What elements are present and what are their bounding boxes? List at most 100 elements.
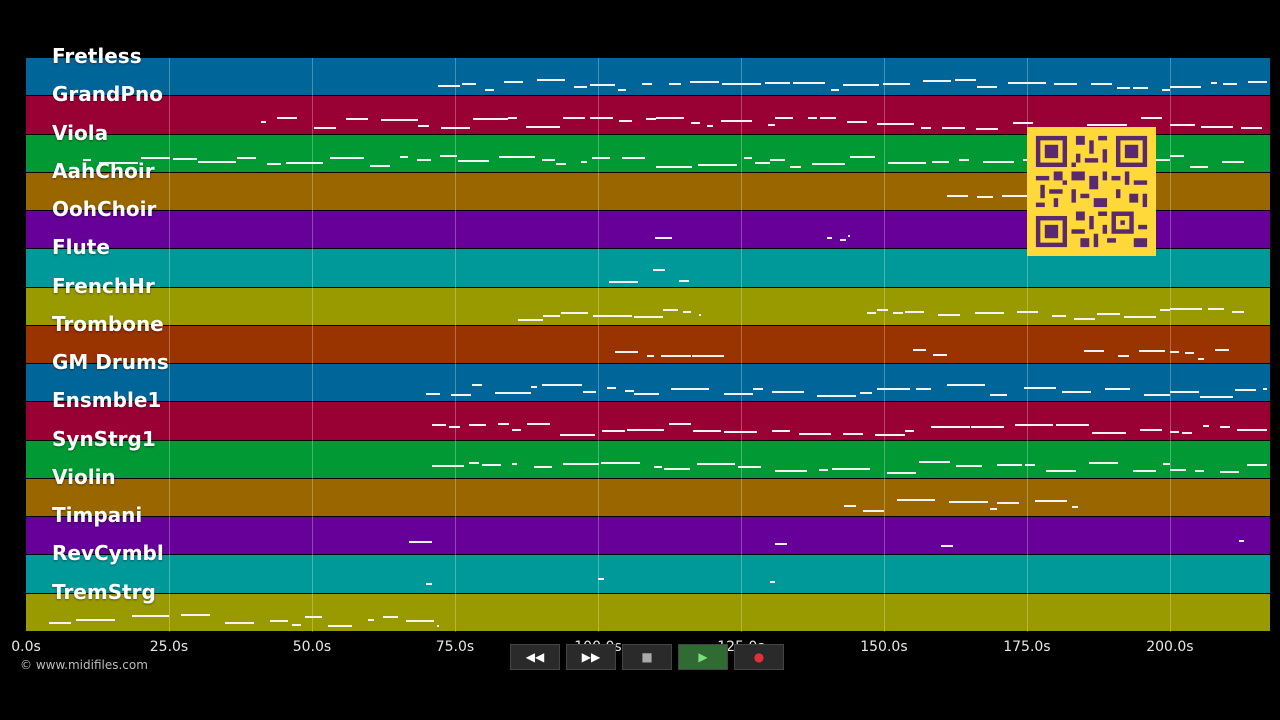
note-mark — [236, 156, 256, 159]
note-mark — [1007, 81, 1047, 84]
note-mark — [1241, 126, 1263, 129]
record-icon: ● — [753, 650, 765, 664]
track-label: SynStrg1 — [52, 426, 156, 451]
note-mark — [990, 508, 997, 511]
note-mark — [916, 387, 931, 390]
track-label: Timpani — [52, 503, 143, 528]
note-mark — [843, 83, 880, 86]
note-mark — [536, 78, 566, 81]
note-mark — [497, 423, 510, 426]
note-mark — [1169, 308, 1202, 311]
note-mark — [983, 160, 1015, 163]
note-mark — [1132, 87, 1148, 90]
note-mark — [1185, 352, 1195, 355]
note-mark — [399, 156, 409, 159]
note-mark — [1201, 125, 1233, 128]
note-mark — [1015, 423, 1053, 426]
note-mark — [941, 545, 953, 548]
note-mark — [932, 161, 950, 164]
record-button[interactable]: ● — [734, 644, 784, 670]
note-mark — [808, 117, 817, 120]
note-mark — [668, 83, 681, 86]
note-mark — [627, 428, 665, 431]
note-mark — [896, 499, 935, 502]
note-mark — [260, 120, 267, 123]
note-mark — [683, 310, 691, 313]
note-mark — [618, 89, 626, 92]
note-mark — [918, 460, 951, 463]
note-mark — [959, 159, 969, 162]
time-tick-label: 25.0s — [149, 639, 189, 655]
note-mark — [769, 580, 776, 583]
note-mark — [1181, 432, 1192, 435]
note-mark — [1097, 312, 1120, 315]
rewind-button[interactable]: ◀◀ — [510, 644, 560, 670]
track-label: Trombone — [52, 311, 164, 336]
note-mark — [1090, 83, 1113, 86]
play-button[interactable]: ▶ — [678, 644, 728, 670]
note-mark — [369, 165, 390, 168]
track-lane — [26, 364, 1270, 402]
note-mark — [615, 351, 638, 354]
note-mark — [1053, 83, 1077, 86]
copyright-text: © www.midifiles.com — [20, 658, 148, 672]
note-mark — [946, 194, 969, 197]
note-mark — [876, 388, 910, 391]
note-mark — [817, 394, 857, 397]
note-mark — [1087, 123, 1127, 126]
note-mark — [875, 434, 905, 437]
note-mark — [1234, 389, 1257, 392]
note-mark — [954, 79, 976, 82]
note-mark — [1091, 432, 1127, 435]
note-mark — [905, 430, 915, 433]
fast-forward-button[interactable]: ▶▶ — [566, 644, 616, 670]
note-mark — [1024, 464, 1036, 467]
note-mark — [597, 578, 604, 581]
note-mark — [270, 619, 288, 622]
note-mark — [996, 464, 1022, 467]
note-mark — [383, 615, 398, 618]
note-mark — [381, 119, 418, 122]
note-mark — [975, 311, 1005, 314]
note-mark — [592, 157, 610, 160]
note-mark — [1061, 390, 1092, 393]
note-mark — [593, 314, 632, 317]
note-mark — [1163, 462, 1170, 465]
track-label: TremStrg — [52, 579, 156, 604]
rewind-icon: ◀◀ — [525, 650, 545, 664]
note-mark — [737, 465, 762, 468]
note-mark — [508, 116, 517, 119]
note-mark — [622, 157, 645, 160]
note-mark — [690, 81, 719, 84]
note-mark — [462, 83, 477, 86]
note-mark — [1144, 394, 1170, 397]
track-lane — [26, 555, 1270, 593]
note-mark — [1231, 311, 1245, 314]
note-mark — [291, 624, 301, 627]
note-mark — [792, 82, 825, 85]
note-mark — [1133, 470, 1157, 473]
track-lane — [26, 58, 1270, 96]
note-mark — [526, 126, 561, 129]
stop-button[interactable]: ■ — [622, 644, 672, 670]
note-mark — [976, 127, 998, 130]
note-mark — [441, 126, 470, 129]
note-mark — [562, 116, 586, 119]
note-mark — [173, 158, 198, 161]
note-mark — [609, 280, 639, 283]
note-mark — [1199, 396, 1233, 399]
note-mark — [698, 164, 737, 167]
track-label: GrandPno — [52, 82, 163, 107]
time-tick-label: 175.0s — [1003, 639, 1051, 655]
note-mark — [812, 163, 845, 166]
note-mark — [655, 165, 692, 168]
note-mark — [930, 425, 971, 428]
note-mark — [517, 318, 544, 321]
note-mark — [1056, 424, 1090, 426]
track-lane — [26, 287, 1270, 325]
note-mark — [646, 118, 657, 121]
note-mark — [512, 429, 522, 432]
note-mark — [526, 423, 551, 426]
note-mark — [859, 392, 872, 395]
note-mark — [938, 313, 960, 316]
